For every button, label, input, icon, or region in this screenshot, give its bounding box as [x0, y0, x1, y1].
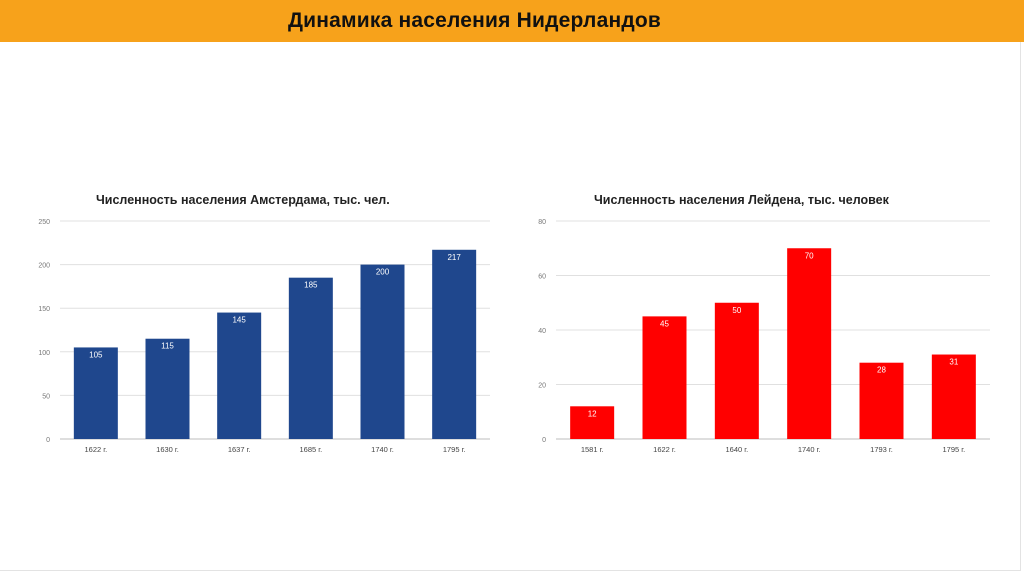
amsterdam-y-tick-label: 150 — [38, 306, 50, 313]
amsterdam-y-tick-label: 200 — [38, 263, 50, 270]
amsterdam-chart-title: Численность населения Амстердама, тыс. ч… — [96, 193, 390, 207]
amsterdam-bar — [288, 277, 333, 439]
amsterdam-data-label: 145 — [232, 316, 246, 325]
leiden-bar — [859, 362, 904, 439]
leiden-bar — [642, 316, 687, 439]
amsterdam-y-tick-label: 100 — [38, 350, 50, 357]
amsterdam-data-label: 217 — [447, 253, 461, 262]
leiden-data-label: 50 — [732, 306, 741, 315]
leiden-y-tick-label: 0 — [542, 437, 546, 444]
amsterdam-bar — [217, 312, 262, 439]
header-bar: Динамика населения Нидерландов — [0, 0, 1024, 42]
amsterdam-x-tick-label: 1740 г. — [371, 445, 394, 454]
leiden-chart-title: Численность населения Лейдена, тыс. чело… — [594, 193, 889, 207]
amsterdam-x-tick-label: 1622 г. — [84, 445, 107, 454]
leiden-data-label: 31 — [949, 358, 958, 367]
amsterdam-x-tick-label: 1795 г. — [443, 445, 466, 454]
leiden-x-tick-label: 1581 г. — [581, 445, 604, 454]
slide-frame — [0, 42, 1021, 571]
leiden-bar — [931, 354, 976, 439]
leiden-data-label: 28 — [877, 366, 886, 375]
amsterdam-data-label: 185 — [304, 281, 318, 290]
amsterdam-bar — [360, 264, 405, 439]
leiden-y-tick-label: 60 — [538, 274, 546, 281]
leiden-x-tick-label: 1795 г. — [942, 445, 965, 454]
amsterdam-y-tick-label: 50 — [42, 393, 50, 400]
amsterdam-y-tick-label: 250 — [38, 219, 50, 226]
amsterdam-data-label: 105 — [89, 350, 103, 359]
page-title: Динамика населения Нидерландов — [288, 9, 662, 32]
leiden-x-tick-label: 1640 г. — [725, 445, 748, 454]
amsterdam-y-tick-label: 0 — [46, 437, 50, 444]
leiden-data-label: 12 — [588, 409, 597, 418]
leiden-x-tick-label: 1793 г. — [870, 445, 893, 454]
leiden-x-tick-label: 1740 г. — [798, 445, 821, 454]
leiden-y-tick-label: 40 — [538, 328, 546, 335]
leiden-y-tick-label: 20 — [538, 383, 546, 390]
amsterdam-data-label: 115 — [161, 342, 174, 351]
amsterdam-x-tick-label: 1685 г. — [299, 445, 322, 454]
leiden-bar — [787, 248, 832, 439]
leiden-bar — [714, 302, 759, 439]
amsterdam-bar — [73, 347, 118, 439]
leiden-bar — [570, 406, 615, 439]
leiden-x-tick-label: 1622 г. — [653, 445, 676, 454]
amsterdam-x-tick-label: 1637 г. — [228, 445, 251, 454]
leiden-data-label: 70 — [805, 251, 814, 260]
amsterdam-x-tick-label: 1630 г. — [156, 445, 179, 454]
amsterdam-bar — [145, 338, 190, 439]
leiden-data-label: 45 — [660, 319, 669, 328]
leiden-y-tick-label: 80 — [538, 219, 546, 226]
amsterdam-data-label: 200 — [376, 268, 390, 277]
amsterdam-bar — [432, 249, 477, 439]
